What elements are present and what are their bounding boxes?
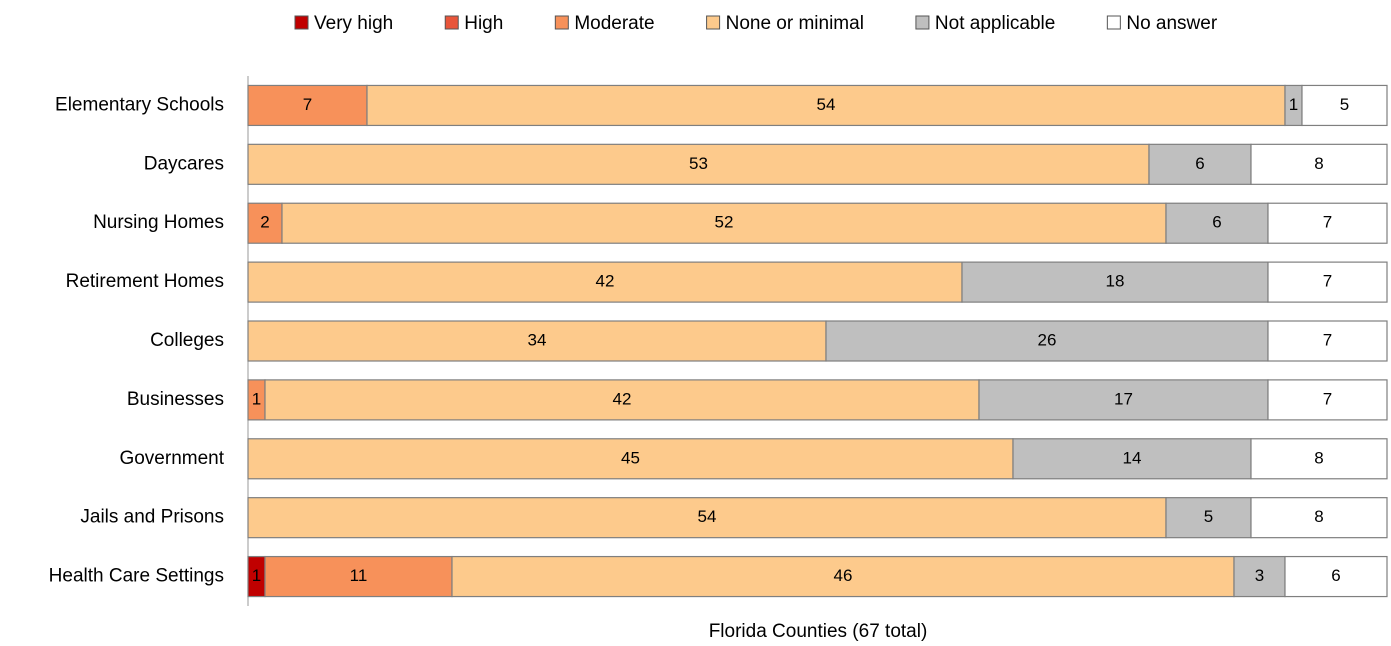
legend-swatch [294, 15, 309, 30]
legend-swatch [554, 15, 569, 30]
data-label: 18 [1106, 272, 1125, 291]
data-label: 6 [1212, 213, 1221, 232]
y-tick-label: Government [119, 448, 224, 469]
legend-swatch [706, 15, 721, 30]
bar-segment [247, 143, 1150, 185]
x-axis-label: Florida Counties (67 total) [709, 621, 928, 642]
legend-swatch [915, 15, 930, 30]
data-label: 14 [1123, 448, 1142, 467]
data-label: 17 [1114, 389, 1133, 408]
data-label: 26 [1038, 330, 1057, 349]
data-label: 5 [1204, 507, 1213, 526]
data-label: 54 [817, 95, 836, 114]
bar-segment [1301, 84, 1388, 127]
data-label: 54 [698, 507, 717, 526]
bar-segment [1165, 497, 1252, 539]
data-label: 45 [621, 448, 640, 467]
bar-segment [1233, 555, 1286, 598]
data-label: 2 [260, 213, 269, 232]
y-tick-label: Retirement Homes [66, 271, 224, 292]
data-label: 7 [303, 95, 312, 114]
bar-segment [1284, 555, 1388, 598]
y-tick-label: Colleges [150, 330, 224, 351]
y-tick-label: Health Care Settings [49, 566, 224, 587]
data-label: 7 [1323, 389, 1332, 408]
legend-label: High [464, 13, 503, 34]
bar-segment [247, 320, 827, 362]
data-label: 7 [1323, 213, 1332, 232]
data-label: 5 [1340, 95, 1349, 114]
y-tick-label: Nursing Homes [93, 212, 224, 233]
legend-swatch [444, 15, 459, 30]
bar-segment [264, 379, 980, 421]
legend-label: Very high [314, 13, 393, 34]
bar-segment [1165, 202, 1269, 244]
bar-segment [451, 555, 1235, 598]
data-label: 3 [1255, 566, 1264, 585]
data-label: 6 [1331, 566, 1340, 585]
bar-segment [961, 261, 1269, 303]
y-tick-label: Daycares [144, 153, 224, 174]
bar-segment [247, 438, 1014, 480]
data-label: 34 [528, 330, 547, 349]
data-label: 7 [1323, 330, 1332, 349]
bar-segment [1267, 320, 1388, 362]
legend-label: Not applicable [935, 13, 1055, 34]
data-label: 53 [689, 154, 708, 173]
y-tick-label: Businesses [127, 389, 224, 410]
data-label: 52 [715, 213, 734, 232]
bar-segment [1012, 438, 1252, 480]
data-label: 46 [834, 566, 853, 585]
data-label: 8 [1314, 154, 1323, 173]
bar-segment [366, 84, 1286, 127]
data-label: 8 [1314, 448, 1323, 467]
legend-label: Moderate [574, 13, 654, 34]
data-label: 11 [350, 566, 368, 585]
data-label: 42 [613, 389, 632, 408]
data-label: 6 [1195, 154, 1204, 173]
legend-swatch [1106, 15, 1121, 30]
data-label: 1 [252, 389, 261, 408]
bar-segment [247, 261, 963, 303]
bar-segment [264, 555, 453, 598]
bar-segment [1250, 497, 1388, 539]
data-label: 1 [252, 566, 261, 585]
data-label: 7 [1323, 272, 1332, 291]
bar-segment [1267, 261, 1388, 303]
bar-segment [1250, 143, 1388, 185]
data-label: 1 [1289, 95, 1298, 114]
y-tick-label: Jails and Prisons [80, 507, 224, 528]
bar-segment [1250, 438, 1388, 480]
legend-label: None or minimal [726, 13, 864, 34]
data-label: 8 [1314, 507, 1323, 526]
y-tick-label: Elementary Schools [55, 94, 224, 115]
bar-segment [247, 497, 1167, 539]
data-label: 42 [596, 272, 615, 291]
legend-label: No answer [1126, 13, 1217, 34]
bar-segment [1267, 202, 1388, 244]
bar-segment [1267, 379, 1388, 421]
